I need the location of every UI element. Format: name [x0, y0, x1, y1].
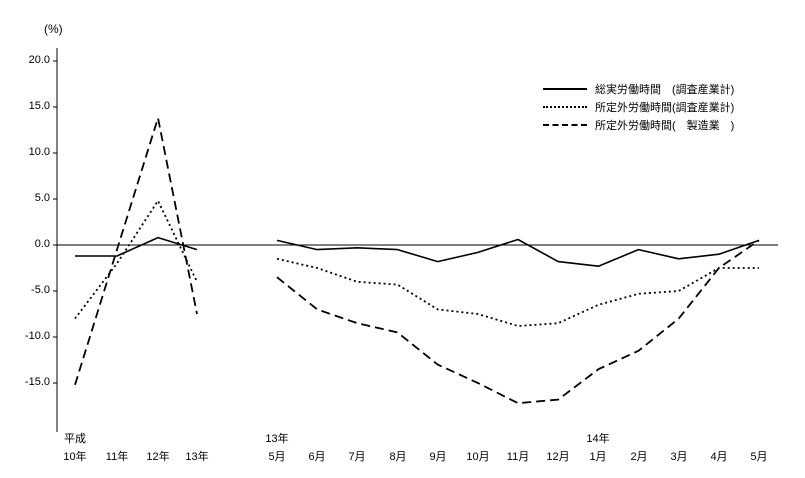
- x-tick-label: 11年: [105, 451, 129, 463]
- legend-label: 総実労働時間 (調査産業計): [595, 84, 735, 96]
- dashed-line-sample-icon: [543, 124, 587, 126]
- solid-line-sample-icon: [543, 88, 587, 90]
- dotted-line-sample-icon: [543, 106, 587, 108]
- x-tick-label: 6月: [308, 451, 326, 463]
- x-tick-label: 10年: [63, 451, 87, 463]
- legend: 総実労働時間 (調査産業計) 所定外労働時間(調査産業計) 所定外労働時間( 製…: [543, 80, 734, 134]
- x-tick-label: 11月: [506, 451, 530, 463]
- legend-item: 総実労働時間 (調査産業計): [543, 80, 734, 98]
- x-tick-label: 9月: [429, 451, 447, 463]
- y-tick-label: 10.0: [28, 146, 50, 158]
- x-tick-label: 5月: [268, 451, 286, 463]
- y-tick-label: 20.0: [28, 54, 50, 66]
- x-tick-label: 13年: [185, 451, 209, 463]
- x-tick-label: 5月: [750, 451, 768, 463]
- x-tick-label: 12月: [546, 451, 570, 463]
- x-tick-label: 8月: [389, 451, 407, 463]
- y-tick-label: -10.0: [24, 330, 50, 342]
- x-year-group-label: 13年: [265, 433, 289, 445]
- x-tick-label: 3月: [670, 451, 688, 463]
- x-era-label: 平成: [64, 433, 86, 445]
- x-tick-label: 1月: [589, 451, 607, 463]
- y-tick-label: 5.0: [34, 192, 50, 204]
- y-tick-label: 0.0: [34, 238, 50, 250]
- y-tick-label: -5.0: [31, 284, 50, 296]
- x-year-group-label: 14年: [586, 433, 610, 445]
- y-tick-label: 15.0: [28, 100, 50, 112]
- legend-item: 所定外労働時間( 製造業 ): [543, 116, 734, 134]
- legend-label: 所定外労働時間( 製造業 ): [595, 120, 735, 132]
- x-tick-label: 4月: [710, 451, 728, 463]
- x-tick-label: 2月: [630, 451, 648, 463]
- x-tick-label: 10月: [466, 451, 490, 463]
- legend-label: 所定外労働時間(調査産業計): [595, 102, 735, 114]
- x-tick-label: 7月: [348, 451, 366, 463]
- x-tick-label: 12年: [146, 451, 170, 463]
- y-tick-label: -15.0: [24, 376, 50, 388]
- y-axis-unit-label: (%): [44, 22, 63, 36]
- legend-item: 所定外労働時間(調査産業計): [543, 98, 734, 116]
